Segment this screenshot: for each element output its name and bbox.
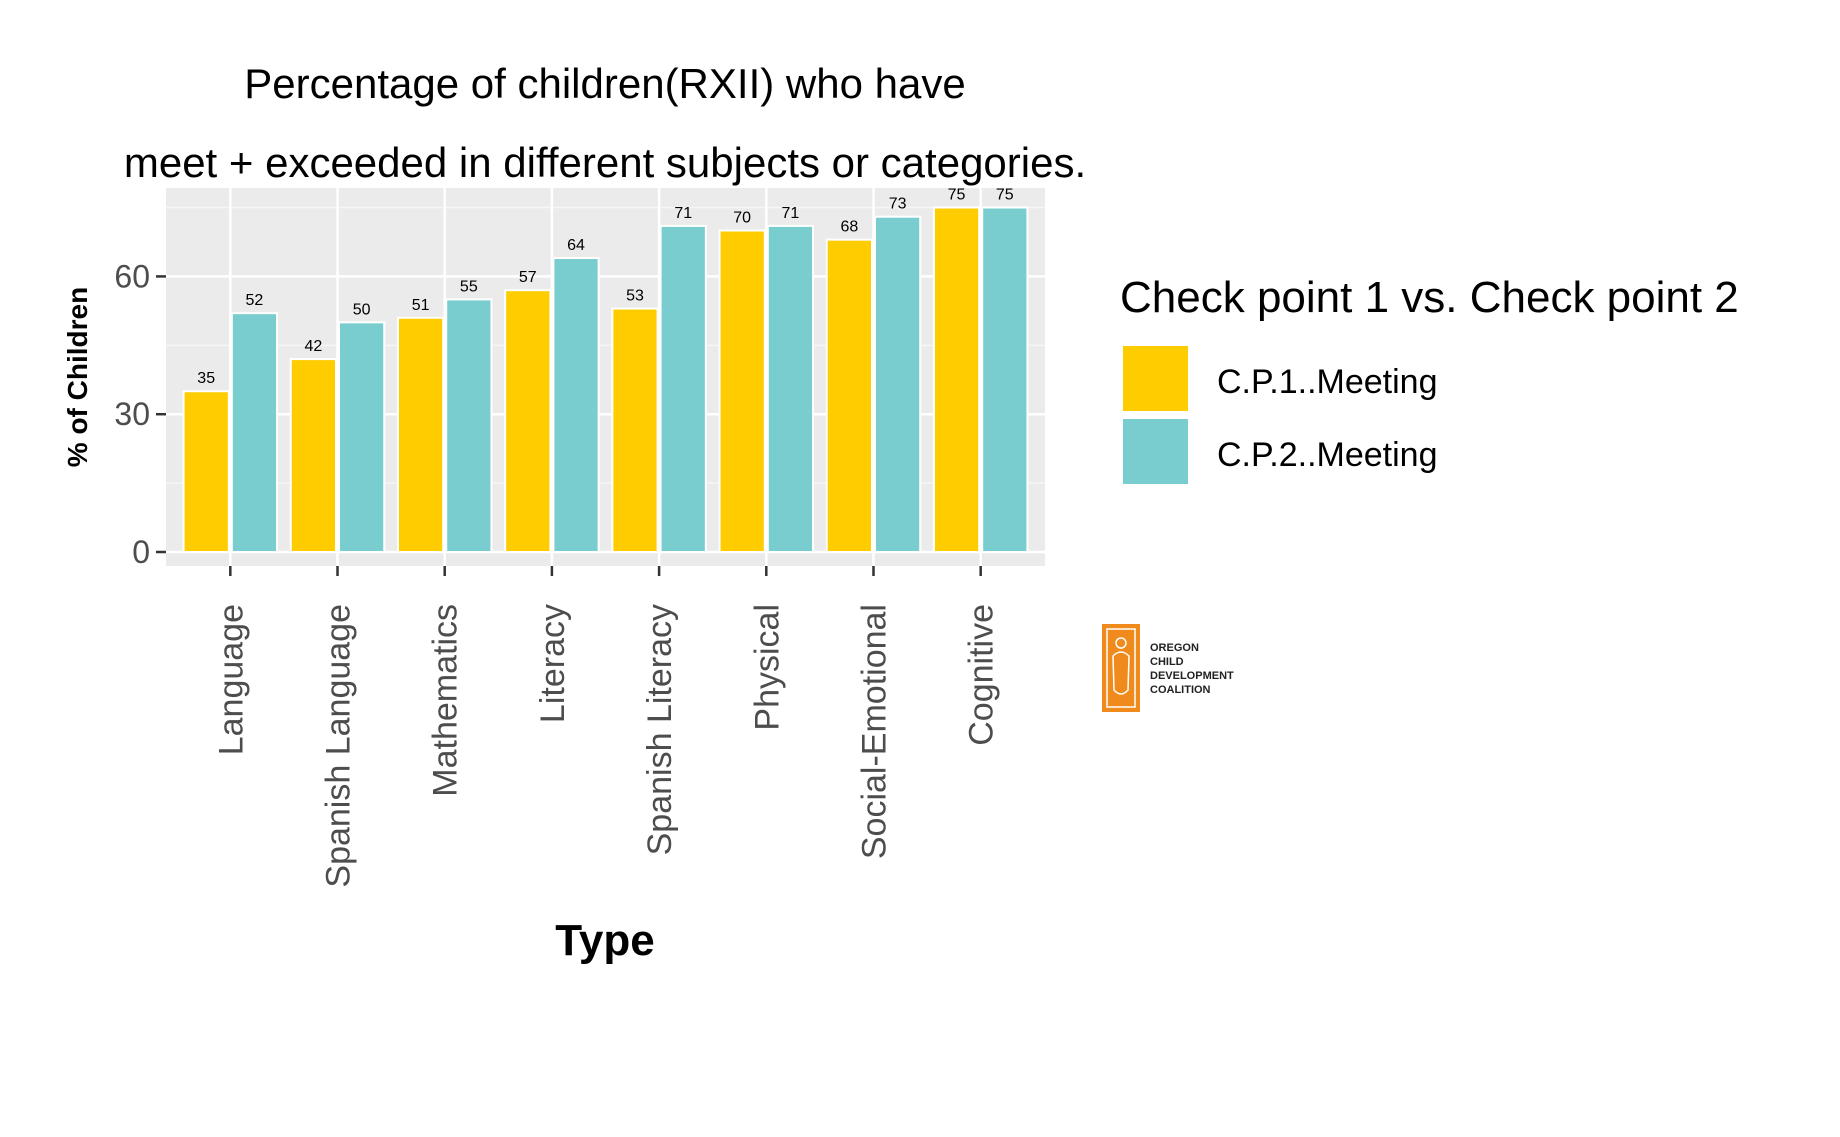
logo-figure-head bbox=[1115, 637, 1127, 649]
bar-value-label: 64 bbox=[567, 237, 585, 254]
bar-value-label: 55 bbox=[460, 278, 478, 295]
bar-labels: 35 42 51 57 53 70 68 75 52 50 55 64 71 71 73 75 bbox=[197, 187, 1014, 388]
bar-cp1 bbox=[825, 238, 873, 553]
bar-value-label: 73 bbox=[889, 196, 907, 213]
legend-label-cp1: C.P.1..Meeting bbox=[1217, 363, 1438, 401]
bar-cp2 bbox=[766, 224, 815, 553]
logo-text-line-4: COALITION bbox=[1150, 684, 1211, 696]
x-tick-label: Physical bbox=[748, 604, 786, 731]
bar-cp2 bbox=[338, 321, 386, 553]
y-tick-label: 60 bbox=[114, 258, 150, 294]
bar-cp2 bbox=[552, 257, 600, 553]
bar-value-label: 53 bbox=[626, 288, 644, 305]
bar-cp2 bbox=[445, 298, 493, 554]
x-tick-label: Language bbox=[212, 604, 250, 755]
bar-cp1 bbox=[289, 358, 338, 553]
bar-value-label: 75 bbox=[948, 187, 966, 204]
legend-title: Check point 1 vs. Check point 2 bbox=[1120, 273, 1739, 322]
logo-text-line-1: OREGON bbox=[1150, 642, 1199, 654]
bar-value-label: 75 bbox=[996, 187, 1014, 204]
legend-label-cp2: C.P.2..Meeting bbox=[1217, 436, 1438, 474]
y-tick-label: 30 bbox=[114, 396, 150, 432]
x-tick-label: Mathematics bbox=[427, 604, 465, 797]
chart-title: Percentage of children(RXII) who have me… bbox=[124, 60, 1086, 186]
bar-value-label: 70 bbox=[733, 209, 751, 226]
x-tick-label: Literacy bbox=[534, 604, 572, 723]
bar-value-label: 50 bbox=[353, 301, 371, 318]
x-tick-label: Cognitive bbox=[963, 604, 1001, 746]
bar-value-label: 68 bbox=[840, 219, 858, 236]
bar-cp2 bbox=[981, 206, 1029, 553]
chart-title-line-1: Percentage of children(RXII) who have bbox=[244, 60, 965, 107]
bars bbox=[182, 206, 1029, 554]
bar-value-label: 71 bbox=[674, 205, 692, 222]
bar-cp1 bbox=[182, 390, 230, 553]
legend: Check point 1 vs. Check point 2 C.P.1..M… bbox=[1120, 273, 1739, 486]
bar-cp1 bbox=[504, 289, 552, 553]
y-axis: 0 30 60 bbox=[114, 258, 166, 570]
x-axis-title: Type bbox=[555, 916, 654, 965]
bar-cp2 bbox=[659, 224, 707, 553]
bar-value-label: 51 bbox=[412, 297, 430, 314]
bar-cp2 bbox=[873, 215, 922, 553]
legend-key-cp2 bbox=[1121, 417, 1190, 486]
bar-cp2 bbox=[230, 312, 279, 553]
bar-cp1 bbox=[932, 206, 981, 553]
bar-value-label: 42 bbox=[304, 338, 322, 355]
bar-value-label: 57 bbox=[519, 269, 537, 286]
chart-title-line-2: meet + exceeded in different subjects or… bbox=[124, 139, 1086, 186]
bar-value-label: 71 bbox=[782, 205, 800, 222]
logo-emblem-border bbox=[1106, 628, 1136, 708]
legend-key-cp1 bbox=[1121, 344, 1190, 413]
bar-value-label: 35 bbox=[197, 370, 215, 387]
x-tick-label: Spanish Literacy bbox=[641, 604, 679, 855]
y-axis-title: % of Children bbox=[62, 287, 93, 467]
ocdc-logo: OREGON CHILD DEVELOPMENT COALITION bbox=[1102, 624, 1234, 712]
logo-figure-body bbox=[1112, 651, 1130, 695]
x-tick-label: Spanish Language bbox=[320, 604, 358, 888]
logo-text-line-2: CHILD bbox=[1150, 656, 1184, 668]
y-tick-label: 0 bbox=[132, 534, 150, 570]
bar-cp1 bbox=[396, 316, 445, 553]
logo-text-line-3: DEVELOPMENT bbox=[1150, 670, 1234, 682]
bar-cp1 bbox=[718, 229, 766, 554]
x-tick-label: Social-Emotional bbox=[855, 604, 893, 859]
bar-cp1 bbox=[611, 307, 659, 554]
bar-value-label: 52 bbox=[246, 292, 264, 309]
x-axis: Language Spanish Language Mathematics Liter… bbox=[212, 566, 1001, 888]
